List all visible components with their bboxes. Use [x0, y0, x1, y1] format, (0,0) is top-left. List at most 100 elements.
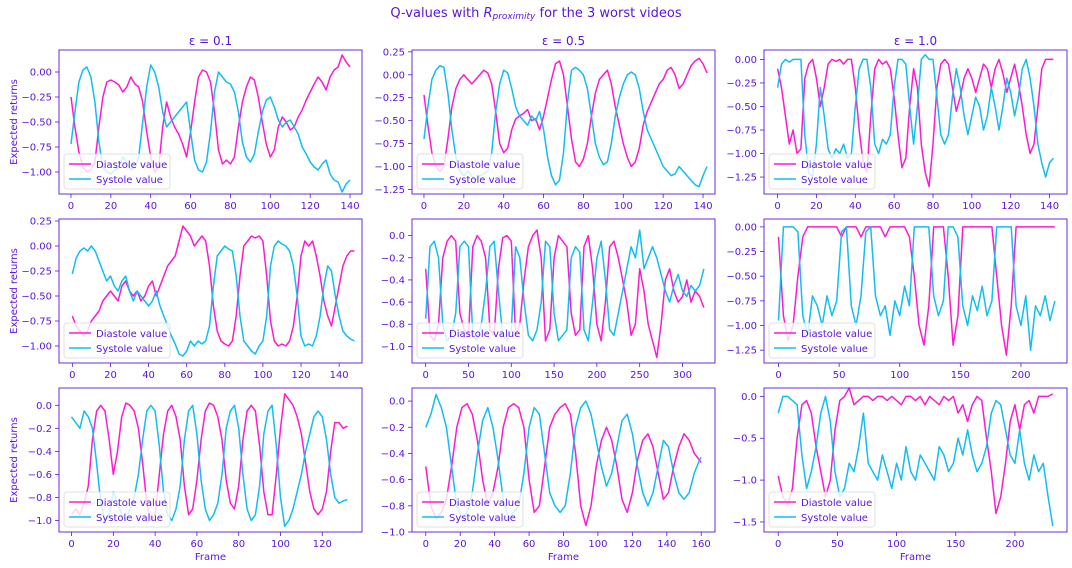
y-tick-label: −1.0: [28, 516, 52, 527]
legend-box: [63, 153, 171, 190]
y-tick-label: −0.2: [381, 423, 405, 434]
x-tick-label: 0: [774, 201, 780, 212]
subplot-4: 0 20 40 60 80 100 120 140 −1.00 −0.75 −0.50 −0.25 0.…: [9, 217, 363, 381]
y-tick-label: 0.0: [36, 401, 52, 412]
y-tick-label: 0.00: [735, 222, 757, 233]
legend: Diastole value Systole value: [416, 491, 524, 528]
y-tick-label: −0.50: [21, 118, 52, 129]
x-tick-label: 50: [462, 370, 475, 381]
legend: Diastole value Systole value: [768, 153, 876, 190]
legend: Diastole value Systole value: [63, 153, 171, 190]
y-tick-label: −0.8: [28, 493, 52, 504]
y-tick-label: −0.75: [21, 143, 52, 154]
x-tick-label: 80: [224, 201, 237, 212]
x-tick-label: 100: [261, 201, 280, 212]
x-tick-label: 120: [1001, 201, 1020, 212]
legend-label: Diastole value: [449, 498, 520, 509]
x-tick-label: 120: [654, 201, 673, 212]
legend-label: Diastole value: [449, 329, 520, 340]
x-tick-label: 140: [340, 201, 359, 212]
y-tick-label: −1.00: [374, 162, 405, 173]
y-tick-label: −0.8: [381, 320, 405, 331]
x-tick-label: 200: [1011, 370, 1030, 381]
y-tick-label: 0.00: [30, 68, 52, 79]
figure-title: Q-values with Rproximity for the 3 worst…: [0, 6, 1072, 22]
legend-label: Diastole value: [96, 160, 167, 171]
legend-label: Systole value: [96, 513, 163, 524]
y-tick-label: 0.0: [741, 392, 757, 403]
axes-frame: [411, 218, 716, 364]
x-tick-label: 60: [523, 539, 536, 550]
y-tick-label: −1.00: [21, 168, 52, 179]
series-line-diastole: [777, 387, 1054, 515]
y-tick-label: 0.00: [30, 242, 52, 253]
x-tick-label: 40: [497, 201, 510, 212]
x-axis-label: Frame: [195, 552, 226, 563]
x-tick-label: 100: [962, 201, 981, 212]
x-tick-label: 100: [588, 539, 607, 550]
subplot-6: 0 50 100 150 200 −1.25 −1.00 −0.75 −0.50 −0.25 0.0…: [726, 218, 1068, 381]
x-tick-label: 40: [144, 201, 157, 212]
y-tick-label: 0.25: [30, 217, 52, 228]
x-tick-label: 150: [951, 370, 970, 381]
y-tick-label: −0.6: [381, 475, 405, 486]
x-tick-label: 0: [68, 539, 74, 550]
subplot-9: 0 50 100 150 200 −1.5 −1.0 −0.5 0.0 Frame Diastole…: [733, 387, 1068, 563]
y-tick-label: 0.0: [389, 397, 405, 408]
x-tick-label: 100: [502, 370, 521, 381]
y-tick-label: −0.50: [726, 272, 757, 283]
y-tick-label: −0.2: [28, 424, 52, 435]
y-tick-label: −1.00: [726, 321, 757, 332]
y-tick-label: 0.00: [735, 55, 757, 66]
y-tick-label: −0.75: [726, 296, 757, 307]
series-line-systole: [71, 240, 355, 357]
x-tick-label: 100: [253, 370, 272, 381]
x-tick-label: 20: [454, 539, 467, 550]
y-axis-label: Expected returns: [9, 417, 20, 503]
legend: Diastole value Systole value: [63, 491, 171, 528]
legend-label: Systole value: [801, 513, 868, 524]
legend-label: Systole value: [801, 344, 868, 355]
y-tick-label: −0.25: [374, 93, 405, 104]
legend-box: [416, 153, 524, 190]
y-tick-label: −0.75: [21, 317, 52, 328]
y-tick-label: 0.00: [383, 70, 405, 81]
subplot-3: 0 20 40 60 80 100 120 140 −1.25 −1.00 −0.75 −0.50 −0…: [726, 34, 1068, 212]
x-tick-label: 200: [1005, 539, 1024, 550]
y-tick-label: −0.2: [381, 253, 405, 264]
y-tick-label: −0.4: [381, 275, 405, 286]
legend-box: [63, 491, 171, 528]
x-tick-label: 0: [68, 201, 74, 212]
legend-box: [768, 322, 876, 359]
y-tick-label: −0.25: [726, 78, 757, 89]
legend-label: Systole value: [801, 175, 868, 186]
x-tick-label: 120: [313, 539, 332, 550]
x-tick-label: 60: [184, 201, 197, 212]
y-tick-label: −0.75: [374, 139, 405, 150]
legend: Diastole value Systole value: [63, 322, 171, 359]
x-tick-label: 20: [810, 201, 823, 212]
figure-title-suffix: for the 3 worst videos: [535, 6, 682, 21]
legend-box: [416, 491, 524, 528]
y-tick-label: −1.5: [733, 517, 757, 528]
legend: Diastole value Systole value: [768, 322, 876, 359]
y-tick-label: −1.0: [733, 476, 757, 487]
x-tick-label: 20: [104, 370, 117, 381]
x-tick-label: 80: [218, 370, 231, 381]
y-tick-label: −0.25: [726, 247, 757, 258]
legend-label: Diastole value: [801, 160, 872, 171]
y-tick-label: −0.50: [726, 102, 757, 113]
y-tick-label: −0.25: [21, 93, 52, 104]
legend-label: Diastole value: [801, 498, 872, 509]
y-tick-label: −0.50: [21, 292, 52, 303]
y-tick-label: 0.0: [389, 231, 405, 242]
legend: Diastole value Systole value: [768, 491, 876, 528]
x-tick-label: 160: [692, 539, 711, 550]
figure-title-prefix: Q-values with: [390, 6, 484, 21]
axes-frame: [763, 387, 1068, 533]
x-tick-label: 300: [673, 370, 692, 381]
series-line-systole: [776, 53, 1054, 178]
y-tick-label: −1.0: [381, 342, 405, 353]
y-tick-label: −1.00: [726, 149, 757, 160]
